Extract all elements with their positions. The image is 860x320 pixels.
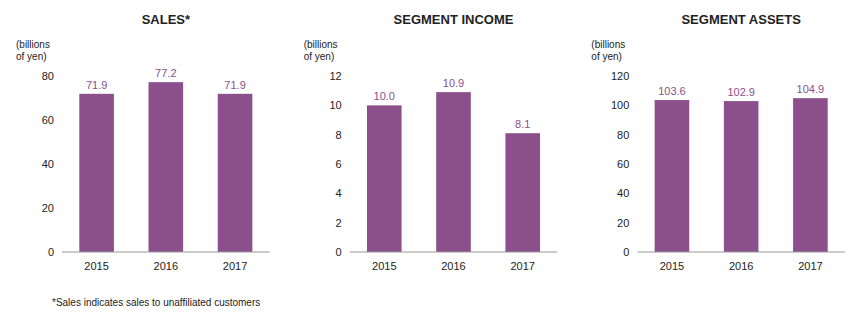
data-label: 8.1 [515,118,530,130]
bar [367,105,402,252]
x-tick-label: 2016 [441,260,465,272]
data-label: 104.9 [797,83,825,95]
y-axis-label-line: of yen) [16,51,47,62]
bar [793,98,828,252]
bar [218,94,253,252]
y-axis-label-line: (billions [304,39,338,50]
bar [724,101,759,252]
data-label: 71.9 [224,79,245,91]
y-axis-label: (billionsof yen) [304,39,338,62]
y-tick-label: 40 [42,158,54,170]
data-label: 103.6 [658,85,686,97]
y-tick-label: 120 [611,70,629,82]
y-tick-label: 20 [617,217,629,229]
x-tick-label: 2017 [223,260,247,272]
x-tick-label: 2017 [510,260,534,272]
x-axis-line [62,252,270,253]
y-tick-label: 80 [617,129,629,141]
x-tick-label: 2017 [798,260,822,272]
panel: SEGMENT ASSETS (billionsof yen) 0 20 40 60 80 1… [591,12,845,272]
y-tick-label: 40 [617,187,629,199]
y-tick-label: 12 [329,70,341,82]
y-tick-label: 0 [623,246,629,258]
bars [367,92,540,252]
y-tick-label: 0 [336,246,342,258]
bar [149,82,184,252]
chart-root: SALES*(billionsof yen)02040608071.920157… [0,0,860,320]
panel: SALES* (billionsof yen) 0 20 40 60 80 71.9 2015 7… [16,12,270,272]
y-tick-label: 10 [329,99,341,111]
x-axis-line [350,252,558,253]
x-tick-label: 2015 [84,260,108,272]
data-label: 102.9 [727,86,755,98]
y-axis-label: (billionsof yen) [16,39,50,62]
x-tick-label: 2015 [372,260,396,272]
y-axis-label-line: of yen) [591,51,622,62]
chart-title: SALES* [142,12,191,27]
chart-title: SEGMENT INCOME [394,12,514,27]
y-tick-label: 8 [336,129,342,141]
y-tick-label: 20 [42,202,54,214]
y-tick-label: 0 [48,246,54,258]
y-tick-label: 4 [336,187,342,199]
x-axis-line [637,252,845,253]
y-axis-label-line: of yen) [304,51,335,62]
chart-svg: SALES*(billionsof yen)02040608071.920157… [0,0,860,320]
chart-title: SEGMENT ASSETS [681,12,801,27]
data-label: 71.9 [86,79,107,91]
y-axis-label-line: (billions [16,39,50,50]
y-tick-label: 80 [42,70,54,82]
y-tick-label: 60 [42,114,54,126]
data-label: 77.2 [155,67,176,79]
y-tick-label: 100 [611,99,629,111]
bars [79,82,252,252]
bars [655,98,828,252]
y-axis-label: (billionsof yen) [591,39,625,62]
y-tick-label: 2 [336,217,342,229]
data-label: 10.9 [443,77,464,89]
footnote: *Sales indicates sales to unaffiliated c… [52,297,260,308]
bar [79,94,114,252]
y-tick-label: 6 [336,158,342,170]
bar [655,100,690,252]
y-axis-label-line: (billions [591,39,625,50]
y-tick-label: 60 [617,158,629,170]
bar [505,133,540,252]
panel: SEGMENT INCOME (billionsof yen) 0 2 4 6 8 10 12 1… [304,12,558,272]
x-tick-label: 2015 [660,260,684,272]
x-tick-label: 2016 [154,260,178,272]
bar [436,92,471,252]
x-tick-label: 2016 [729,260,753,272]
data-label: 10.0 [374,90,395,102]
